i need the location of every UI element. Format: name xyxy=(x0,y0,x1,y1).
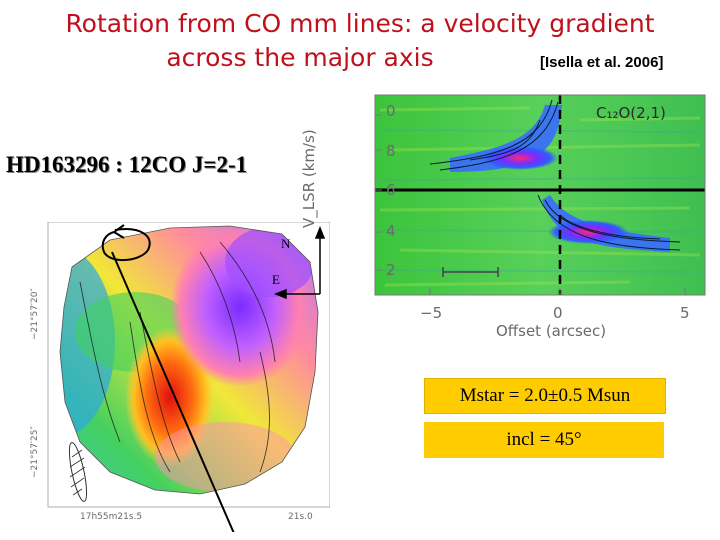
map-dec-tick-bottom: −21°57′25″ xyxy=(30,426,40,478)
north-label: N xyxy=(281,236,291,251)
map-ra-tick-left: 17h55m21s.5 xyxy=(80,512,143,522)
citation: [Isella et al. 2006] xyxy=(540,54,664,71)
pv-x-tick: 5 xyxy=(680,304,690,322)
object-label: HD163296 : 12CO J=2-1 xyxy=(6,152,248,177)
major-axis-line xyxy=(111,251,235,532)
mstar-box: Mstar = 2.0±0.5 Msun xyxy=(424,378,666,414)
pv-molecule-label: C₁₂O(2,1) xyxy=(596,104,666,122)
slide-title-line2: across the major axis xyxy=(166,43,434,72)
compass-arrows xyxy=(273,225,326,300)
pv-scale-bar xyxy=(442,267,499,277)
rotation-arrow-icon xyxy=(101,224,151,261)
velocity-map xyxy=(47,222,330,532)
pv-y-tick: 8 xyxy=(386,142,396,160)
pv-y-tick: 6 xyxy=(386,181,396,199)
map-dec-tick-top: −21°57′20″ xyxy=(30,288,40,340)
map-ra-tick-right: 21s.0 xyxy=(288,512,313,522)
pv-y-axis-label: V_LSR (km/s) xyxy=(300,129,318,228)
pv-y-tick: 0 xyxy=(386,102,396,120)
pv-x-axis-label: Offset (arcsec) xyxy=(496,322,607,340)
east-label: E xyxy=(272,272,280,287)
pv-diagram xyxy=(374,94,706,296)
beam-ellipse xyxy=(68,442,88,502)
pv-x-tick: −5 xyxy=(420,304,443,322)
pv-x-tick: 0 xyxy=(553,304,563,322)
pv-y-tick: 2 xyxy=(386,261,396,279)
inclination-box: incl = 45° xyxy=(424,422,664,458)
pv-y-tick: 4 xyxy=(386,222,396,240)
slide-title-line1: Rotation from CO mm lines: a velocity gr… xyxy=(65,9,655,38)
